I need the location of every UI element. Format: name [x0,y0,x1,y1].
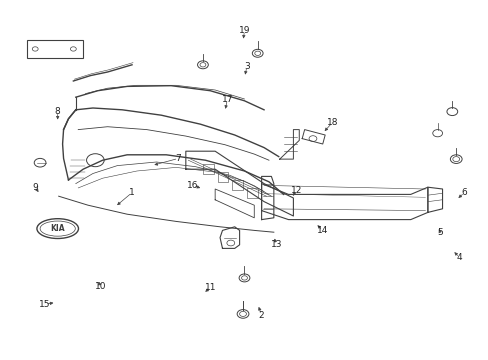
Text: 15: 15 [39,300,51,309]
Text: 6: 6 [461,188,467,197]
Text: 17: 17 [221,94,233,104]
Text: 12: 12 [290,186,302,195]
Bar [203,164,213,174]
Text: 13: 13 [270,240,282,249]
Text: 7: 7 [175,154,181,163]
Bar [217,172,228,182]
Text: 2: 2 [258,310,264,320]
Text: 11: 11 [204,284,216,292]
Text: 19: 19 [238,26,250,35]
Text: 16: 16 [187,181,199,190]
Text: 9: 9 [32,183,38,192]
Text: 10: 10 [94,282,106,291]
Text: 4: 4 [456,253,462,262]
Bar [232,180,243,190]
Text: 18: 18 [326,118,338,127]
Text: 5: 5 [436,228,442,237]
Bar [246,188,257,198]
Text: 3: 3 [244,62,249,71]
Text: KIA: KIA [50,224,65,233]
Bar [27,40,83,58]
Text: 14: 14 [316,226,328,235]
Text: 1: 1 [129,188,135,197]
Text: 8: 8 [55,107,61,116]
